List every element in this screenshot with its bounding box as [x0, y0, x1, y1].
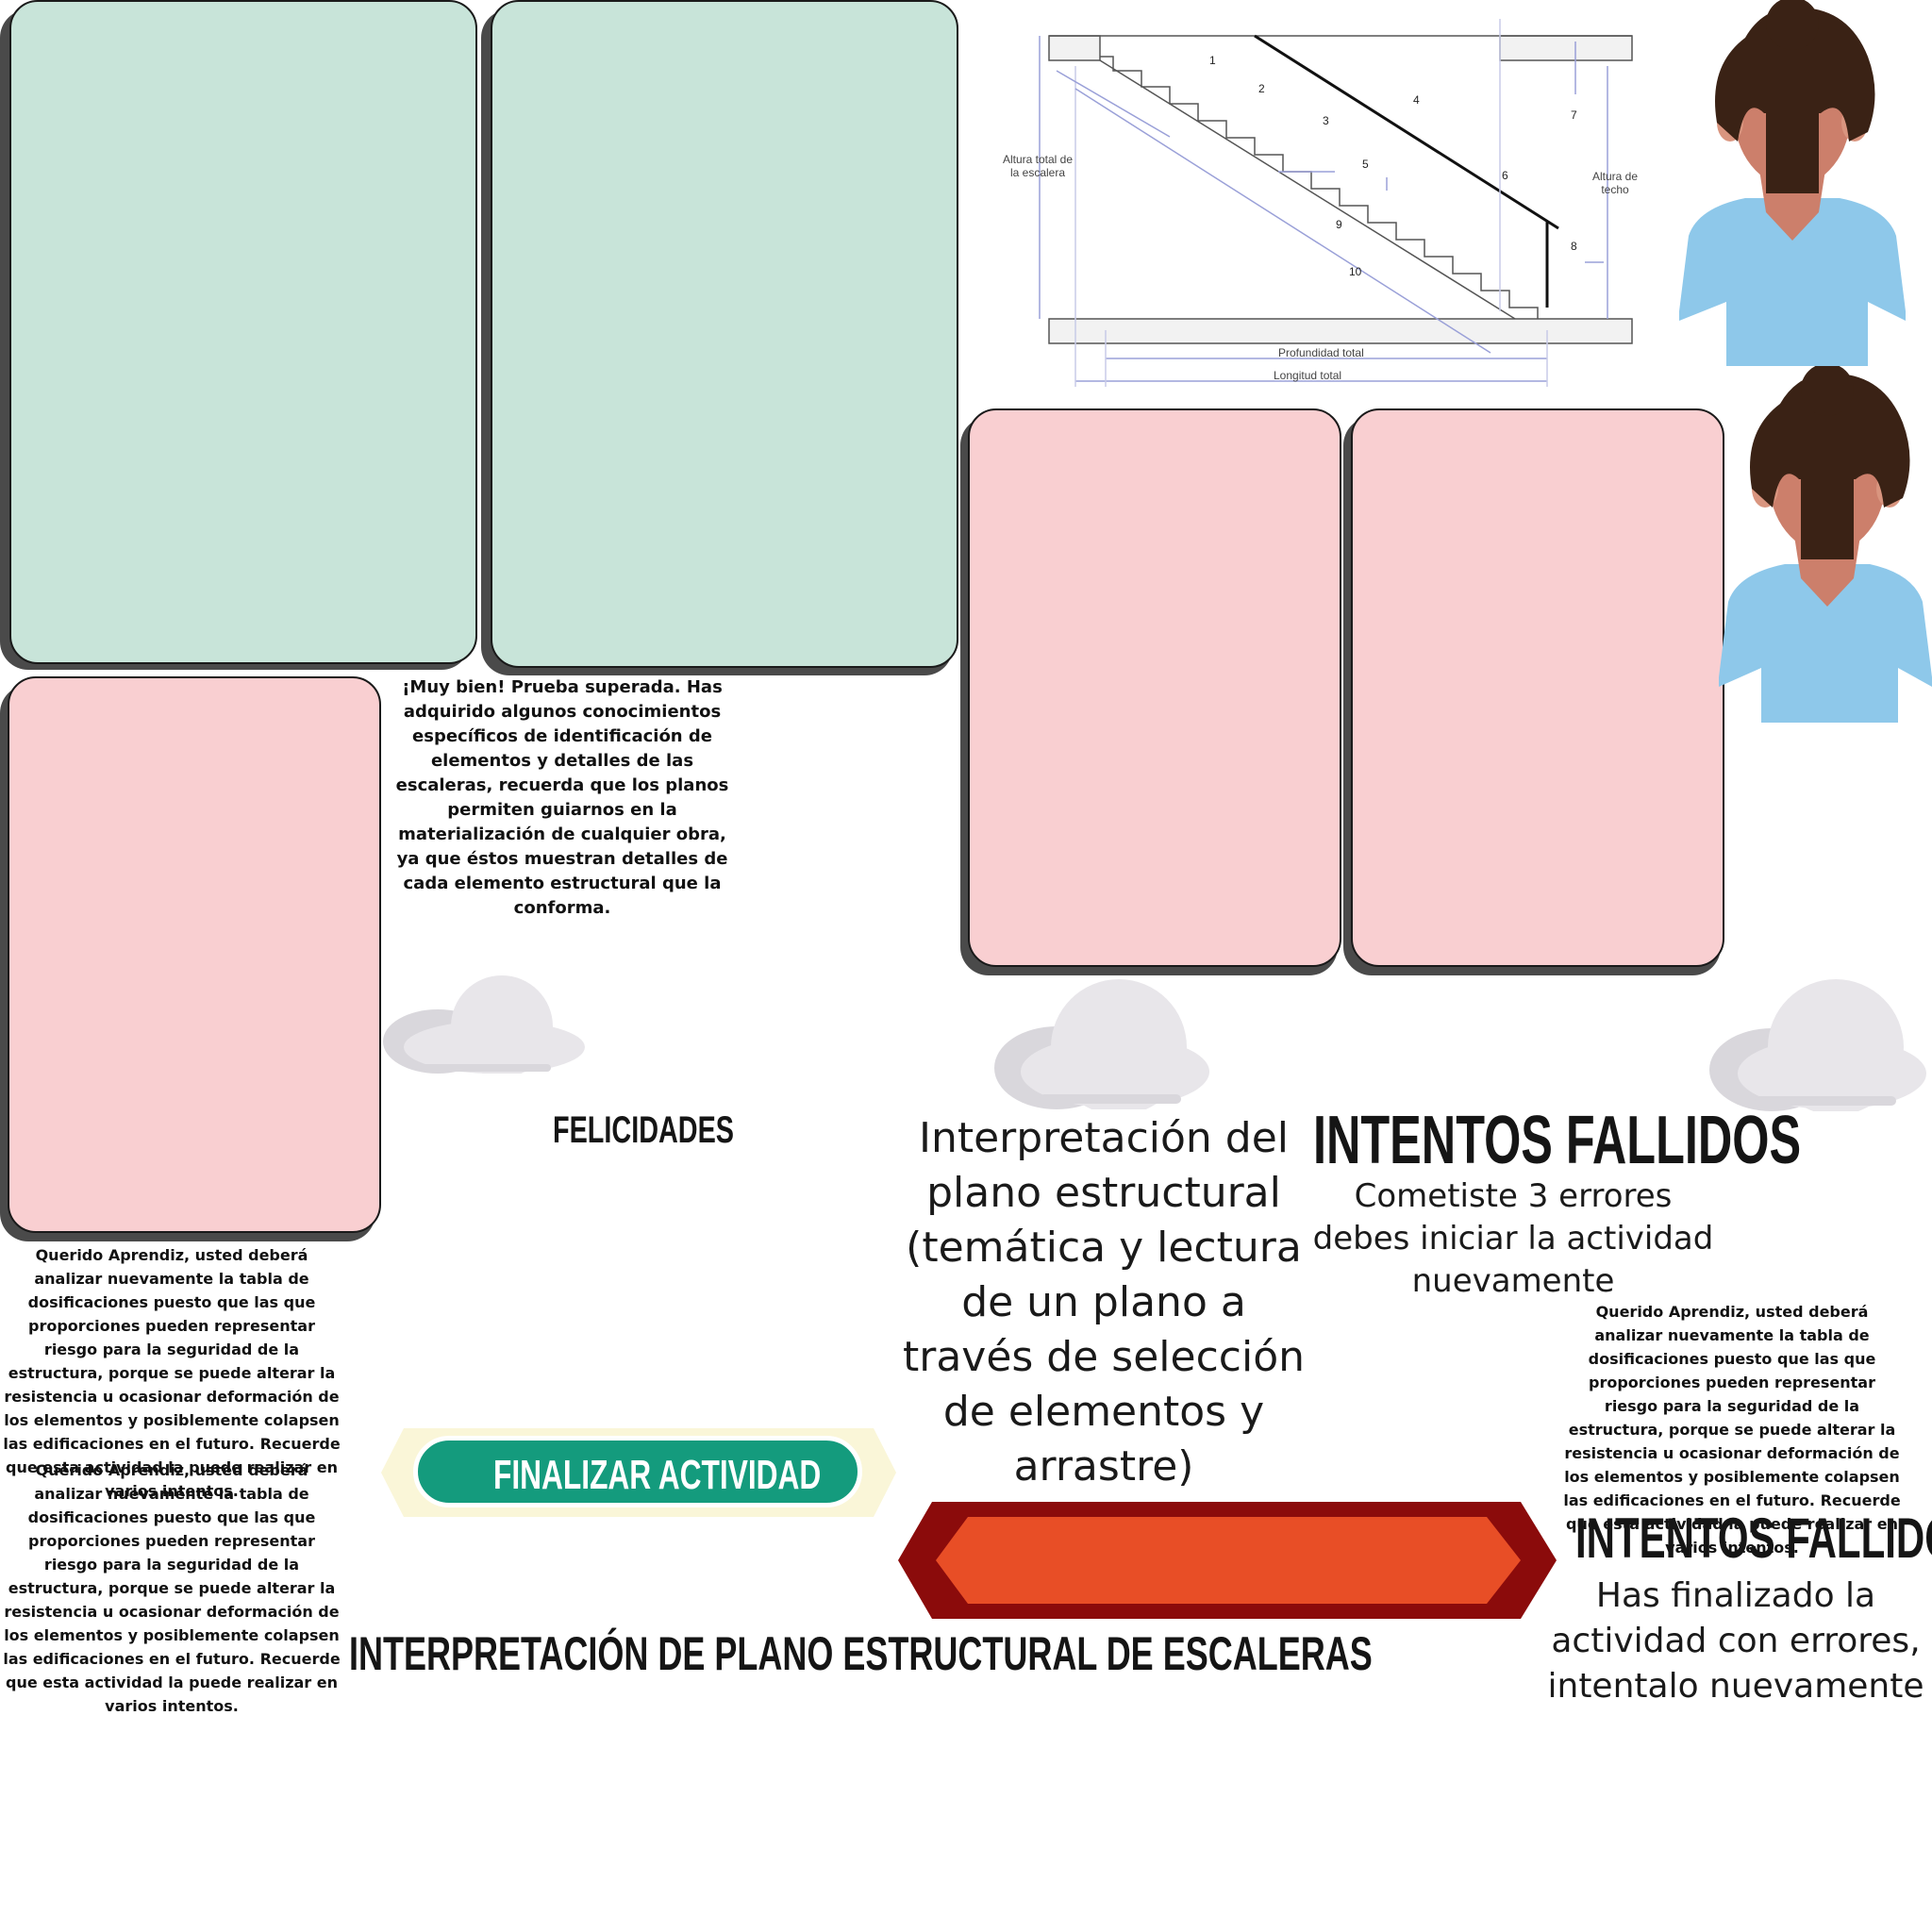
success-message: ¡Muy bien! Prueba superada. Has adquirid… — [395, 677, 729, 918]
diagram-label-7: 7 — [1571, 108, 1577, 122]
avatar-woman-top — [1679, 0, 1906, 366]
total-height-label: Altura total de la escalera — [1002, 153, 1074, 180]
pink-card-right — [1351, 408, 1724, 967]
failed-title-1: INTENTOS FALLIDOS — [1313, 1103, 1802, 1178]
total-length-label: Longitud total — [1274, 369, 1341, 382]
success-title: FELICIDADES — [553, 1109, 735, 1151]
green-card-left — [9, 0, 477, 664]
pink-card-mid — [968, 408, 1341, 967]
activity-description: Interpretación del plano estructural (te… — [902, 1114, 1305, 1491]
diagram-label-4: 4 — [1413, 93, 1420, 107]
stair-diagram: 1 2 3 4 5 6 7 8 9 10 Altura total de la … — [1002, 19, 1639, 387]
diagram-label-1: 1 — [1209, 54, 1216, 67]
diagram-label-5: 5 — [1362, 158, 1369, 171]
diagram-label-9: 9 — [1336, 218, 1342, 231]
green-card-right — [491, 0, 958, 668]
diagram-label-2: 2 — [1258, 82, 1265, 95]
cloud-icon — [383, 975, 585, 1074]
red-banner — [898, 1502, 1557, 1619]
failed-message-2: Has finalizado la actividad con errores,… — [1547, 1576, 1924, 1706]
feedback-message-1: Querido Aprendiz, usted deberá analizar … — [3, 1246, 341, 1500]
pink-card-left — [8, 676, 381, 1233]
diagram-label-6: 6 — [1502, 169, 1508, 182]
finish-button-label: FINALIZAR ACTIVIDAD — [493, 1452, 822, 1498]
ceiling-height-label: Altura de techo — [1591, 170, 1639, 197]
diagram-label-3: 3 — [1323, 114, 1329, 127]
feedback-message-3: Querido Aprendiz, usted deberá analizar … — [1563, 1303, 1901, 1557]
feedback-message-2: Querido Aprendiz, usted deberá analizar … — [3, 1461, 341, 1715]
failed-title-2: INTENTOS FALLIDOS — [1575, 1507, 1932, 1570]
avatar-woman-bottom — [1719, 366, 1932, 723]
failed-message-1: Cometiste 3 errores debes iniciar la act… — [1312, 1177, 1714, 1300]
total-depth-label: Profundidad total — [1278, 346, 1364, 359]
diagram-label-10: 10 — [1349, 265, 1362, 278]
main-title: INTERPRETACIÓN DE PLANO ESTRUCTURAL DE E… — [349, 1627, 1373, 1680]
diagram-label-8: 8 — [1571, 240, 1577, 253]
cloud-icon — [994, 979, 1209, 1109]
cloud-icon — [1709, 979, 1926, 1111]
finish-activity-button[interactable]: FINALIZAR ACTIVIDAD — [413, 1436, 862, 1507]
